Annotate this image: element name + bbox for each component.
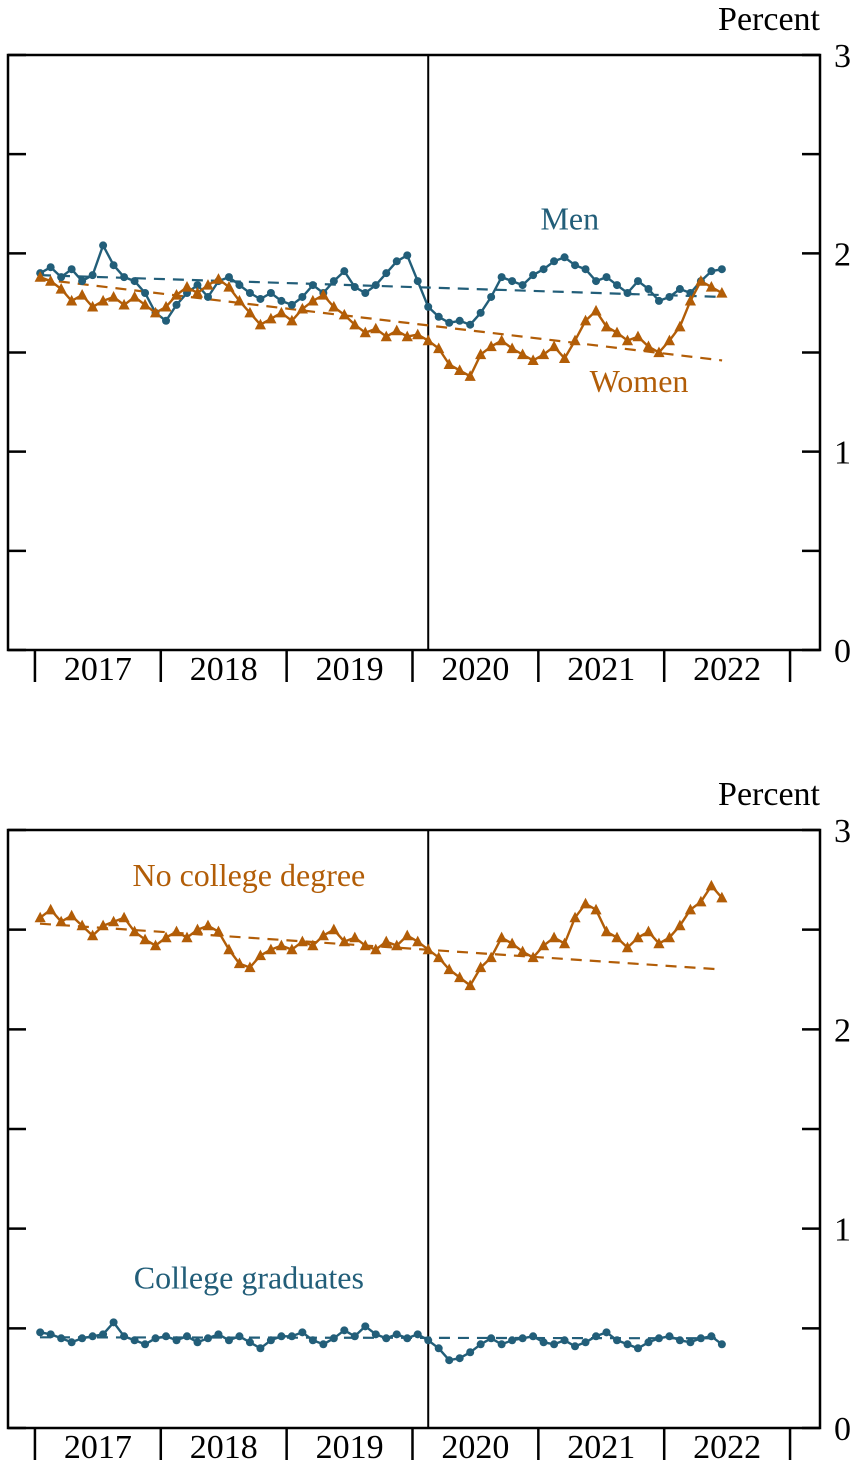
x-tick-label: 2021 (567, 1429, 635, 1466)
series-line (39, 884, 724, 987)
series-label: Men (540, 201, 599, 237)
series-markers (34, 271, 728, 381)
x-tick-label: 2019 (316, 1429, 384, 1466)
y-tick-label: 1 (834, 435, 851, 472)
x-tick-label: 2018 (190, 651, 258, 688)
x-tick-label: 2020 (441, 1429, 509, 1466)
y-axis-title: Percent (718, 1, 821, 38)
x-tick-label: 2017 (64, 1429, 132, 1466)
y-tick-label: 2 (834, 236, 851, 273)
y-tick-label: 1 (834, 1212, 851, 1249)
plot-frame (6, 53, 822, 652)
x-tick-label: 2018 (190, 1429, 258, 1466)
panel-men-women: 0 1 2 3 2017 2018 2019 2020 2021 2022 Men Women Perc… (6, 1, 851, 688)
series-label: College graduates (134, 1259, 364, 1295)
series-label: No college degree (132, 857, 365, 893)
x-tick-label: 2019 (316, 651, 384, 688)
y-tick-label: 0 (834, 633, 851, 670)
x-axis-ticks (33, 1428, 792, 1460)
y-tick-label: 2 (834, 1012, 851, 1049)
y-axis-title: Percent (718, 776, 821, 813)
y-tick-label: 0 (834, 1411, 851, 1448)
x-tick-label: 2022 (693, 651, 761, 688)
panel-education: 0 1 2 3 2017 2018 2019 2020 2021 2022 No college d… (0, 735, 859, 1470)
x-axis-ticks (33, 650, 792, 682)
series-markers (36, 241, 726, 329)
chart-men-women: 0 1 2 3 2017 2018 2019 2020 2021 2022 Men Women Perc… (6, 1, 851, 688)
x-tick-label: 2020 (441, 651, 509, 688)
series-label: Women (590, 363, 689, 399)
series-markers (36, 1318, 726, 1365)
x-tick-label: 2022 (693, 1429, 761, 1466)
x-tick-label: 2021 (567, 651, 635, 688)
series-markers (34, 879, 728, 991)
y-axis-ticks (8, 828, 820, 1430)
trend-line (39, 278, 723, 362)
x-tick-label: 2017 (64, 651, 132, 688)
chart-education: 0 1 2 3 2017 2018 2019 2020 2021 2022 No college d… (6, 776, 851, 1466)
y-tick-label: 3 (834, 813, 851, 850)
y-axis-ticks (8, 53, 820, 652)
y-tick-label: 3 (834, 38, 851, 75)
